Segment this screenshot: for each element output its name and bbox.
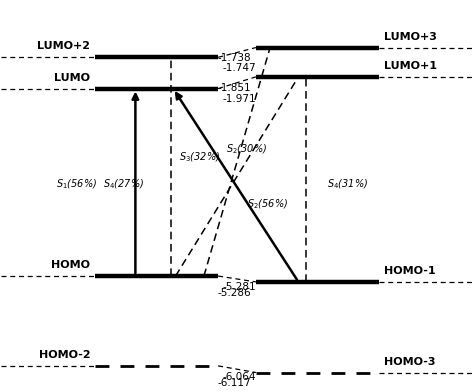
Text: S$_2$(56%): S$_2$(56%) [247, 197, 288, 211]
Text: LUMO+2: LUMO+2 [37, 42, 91, 51]
Text: HOMO-1: HOMO-1 [383, 266, 435, 276]
Text: -1.971: -1.971 [223, 94, 256, 104]
Text: -6.064: -6.064 [223, 372, 256, 382]
Text: S$_1$(56%): S$_1$(56%) [56, 178, 97, 191]
Text: -1.851: -1.851 [218, 83, 251, 93]
Text: S$_4$(27%): S$_4$(27%) [103, 178, 144, 191]
Text: LUMO: LUMO [55, 73, 91, 83]
Text: S$_2$(30%): S$_2$(30%) [226, 142, 267, 156]
Text: LUMO+1: LUMO+1 [383, 61, 437, 71]
Text: -1.747: -1.747 [223, 63, 256, 73]
Text: S$_3$(32%): S$_3$(32%) [179, 150, 220, 164]
Text: HOMO-3: HOMO-3 [383, 357, 435, 367]
Text: HOMO: HOMO [52, 260, 91, 270]
Text: -6.117: -6.117 [218, 378, 251, 388]
Text: LUMO+3: LUMO+3 [383, 32, 437, 42]
Text: -5.286: -5.286 [218, 288, 251, 298]
Text: -1.738: -1.738 [218, 53, 251, 64]
Text: S$_4$(31%): S$_4$(31%) [328, 178, 369, 191]
Text: -5.281: -5.281 [223, 282, 256, 292]
Text: HOMO-2: HOMO-2 [39, 350, 91, 360]
